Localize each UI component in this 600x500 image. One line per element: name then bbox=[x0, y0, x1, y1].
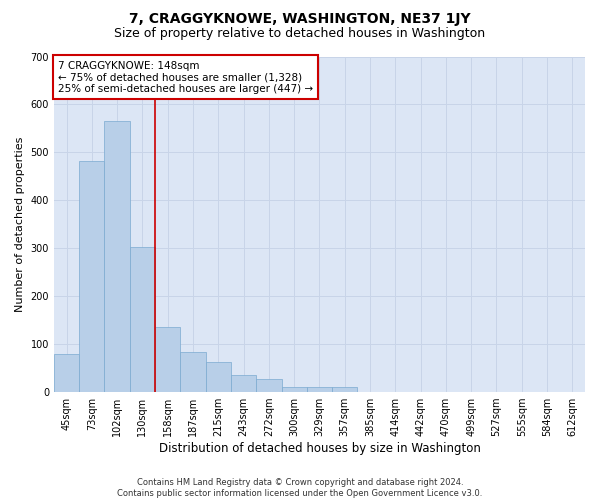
Bar bbox=[256, 378, 281, 392]
Text: 7, CRAGGYKNOWE, WASHINGTON, NE37 1JY: 7, CRAGGYKNOWE, WASHINGTON, NE37 1JY bbox=[129, 12, 471, 26]
X-axis label: Distribution of detached houses by size in Washington: Distribution of detached houses by size … bbox=[158, 442, 481, 455]
Bar bbox=[54, 354, 79, 392]
Bar bbox=[332, 388, 358, 392]
Y-axis label: Number of detached properties: Number of detached properties bbox=[15, 136, 25, 312]
Bar bbox=[155, 328, 181, 392]
Text: Contains HM Land Registry data © Crown copyright and database right 2024.
Contai: Contains HM Land Registry data © Crown c… bbox=[118, 478, 482, 498]
Bar bbox=[79, 161, 104, 392]
Bar bbox=[231, 376, 256, 392]
Text: Size of property relative to detached houses in Washington: Size of property relative to detached ho… bbox=[115, 28, 485, 40]
Bar bbox=[181, 352, 206, 392]
Bar bbox=[307, 388, 332, 392]
Text: 7 CRAGGYKNOWE: 148sqm
← 75% of detached houses are smaller (1,328)
25% of semi-d: 7 CRAGGYKNOWE: 148sqm ← 75% of detached … bbox=[58, 60, 313, 94]
Bar bbox=[206, 362, 231, 392]
Bar bbox=[104, 121, 130, 392]
Bar bbox=[130, 248, 155, 392]
Bar bbox=[281, 388, 307, 392]
